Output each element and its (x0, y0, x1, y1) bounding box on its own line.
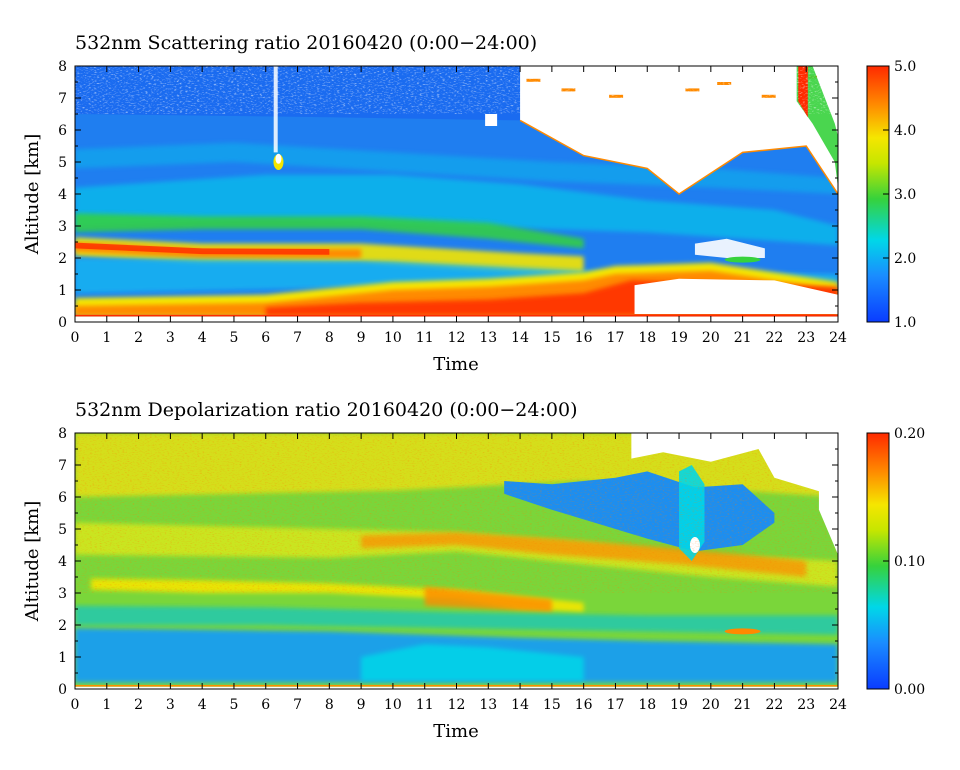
depolarization-heatmap (75, 433, 838, 689)
scattering-axes: 0 1 2 3 4 5 6 7 8 9 10 11 12 13 14 15 16 17 18 19 20 21 22 23 24… (58, 59, 847, 346)
scattering-ylabel: Altitude [km] (22, 134, 43, 256)
scattering-colorbar-label: 2.0 (894, 251, 916, 267)
depolarization-xtick-label: 11 (416, 697, 434, 713)
scattering-xtick-label: 8 (325, 330, 334, 346)
depolarization-colorbar-gradient (867, 433, 889, 689)
depolarization-xtick-label: 16 (575, 697, 593, 713)
depolarization-xtick-label: 24 (829, 697, 847, 713)
scattering-xtick-label: 13 (479, 330, 497, 346)
depolarization-xtick-label: 2 (134, 697, 143, 713)
scattering-ytick-label: 1 (58, 283, 67, 299)
depolarization-xtick-label: 22 (766, 697, 784, 713)
scattering-colorbar-label: 5.0 (894, 59, 916, 75)
depolarization-axes: 0 1 2 3 4 5 6 7 8 9 10 11 12 13 14 15 16 17 18 19 20 21 22 23 24… (58, 426, 847, 713)
scattering-xtick-label: 12 (448, 330, 466, 346)
scattering-attenuated-region (634, 278, 838, 314)
depolarization-xtick-label: 20 (702, 697, 720, 713)
depolarization-xtick-label: 1 (102, 697, 111, 713)
scattering-xtick-label: 20 (702, 330, 720, 346)
depolarization-xtick-label: 13 (479, 697, 497, 713)
scattering-xtick-label: 9 (357, 330, 366, 346)
depolarization-xtick-label: 17 (607, 697, 625, 713)
depolarization-xtick-label: 14 (511, 697, 529, 713)
scattering-xtick-label: 0 (71, 330, 80, 346)
scattering-xtick-label: 23 (797, 330, 815, 346)
scattering-xtick-label: 10 (384, 330, 402, 346)
depolarization-xtick-label: 12 (448, 697, 466, 713)
scattering-xtick-label: 5 (229, 330, 238, 346)
depolarization-xlabel: Time (433, 721, 478, 742)
scattering-heatmap (75, 66, 838, 322)
scattering-ytick-label: 6 (58, 123, 67, 139)
depolarization-ytick-label: 0 (58, 682, 67, 698)
scattering-xtick-label: 2 (134, 330, 143, 346)
depolarization-ytick-label: 3 (58, 586, 67, 602)
depolarization-ytick-label: 6 (58, 490, 67, 506)
scattering-xtick-label: 18 (638, 330, 656, 346)
depolarization-ytick-label: 4 (58, 554, 67, 570)
depolarization-colorbar-label: 0.20 (894, 426, 925, 442)
scattering-colorbar-label: 4.0 (894, 123, 916, 139)
depolarization-colorbar: 0.00 0.10 0.20 (866, 426, 925, 698)
depolarization-xtick-label: 15 (543, 697, 561, 713)
depolarization-ytick-label: 8 (58, 426, 67, 442)
depolarization-xtick-label: 8 (325, 697, 334, 713)
depolarization-colorbar-label: 0.10 (894, 554, 925, 570)
scattering-xtick-label: 3 (166, 330, 175, 346)
scattering-xtick-label: 24 (829, 330, 847, 346)
scattering-xtick-label: 11 (416, 330, 434, 346)
scattering-ytick-label: 0 (58, 315, 67, 331)
scattering-colorbar-label: 1.0 (894, 315, 916, 331)
depolarization-xtick-label: 18 (638, 697, 656, 713)
scattering-ytick-label: 2 (58, 251, 67, 267)
scattering-colorbar-label: 3.0 (894, 187, 916, 203)
scattering-ytick-label: 8 (58, 59, 67, 75)
scattering-xtick-label: 6 (261, 330, 270, 346)
depolarization-xtick-label: 10 (384, 697, 402, 713)
scattering-xlabel: Time (433, 354, 478, 375)
depolarization-ylabel: Altitude [km] (22, 501, 43, 623)
depolarization-xtick-label: 0 (71, 697, 80, 713)
depolarization-xtick-label: 6 (261, 697, 270, 713)
scattering-panel: 532nm Scattering ratio 20160420 (0:00−24… (22, 32, 916, 375)
depolarization-xtick-label: 21 (734, 697, 752, 713)
scattering-xtick-label: 14 (511, 330, 529, 346)
scattering-ytick-label: 7 (58, 91, 67, 107)
scattering-ytick-label: 3 (58, 219, 67, 235)
depolarization-xtick-label: 19 (670, 697, 688, 713)
scattering-ytick-label: 4 (58, 187, 67, 203)
depolarization-xtick-label: 23 (797, 697, 815, 713)
depolarization-ytick-label: 2 (58, 618, 67, 634)
scattering-ytick-label: 5 (58, 155, 67, 171)
scattering-colorbar: 1.0 2.0 3.0 4.0 5.0 (866, 59, 916, 331)
scattering-xtick-label: 22 (766, 330, 784, 346)
scattering-xtick-label: 7 (293, 330, 302, 346)
depolarization-xtick-label: 3 (166, 697, 175, 713)
scattering-xtick-label: 21 (734, 330, 752, 346)
scattering-title: 532nm Scattering ratio 20160420 (0:00−24… (75, 32, 537, 54)
scattering-xtick-label: 1 (102, 330, 111, 346)
depolarization-xtick-label: 4 (198, 697, 207, 713)
scattering-xtick-label: 19 (670, 330, 688, 346)
scattering-xtick-label: 16 (575, 330, 593, 346)
depolarization-ytick-label: 7 (58, 458, 67, 474)
depolarization-title: 532nm Depolarization ratio 20160420 (0:0… (75, 399, 577, 421)
depolarization-colorbar-label: 0.00 (894, 682, 925, 698)
scattering-xtick-label: 17 (607, 330, 625, 346)
depolarization-ytick-label: 1 (58, 650, 67, 666)
scattering-xtick-label: 4 (198, 330, 207, 346)
scattering-xtick-label: 15 (543, 330, 561, 346)
depolarization-ytick-label: 5 (58, 522, 67, 538)
depolarization-xtick-label: 5 (229, 697, 238, 713)
depolarization-panel: 532nm Depolarization ratio 20160420 (0:0… (22, 399, 925, 742)
depolarization-xtick-label: 9 (357, 697, 366, 713)
depolarization-xtick-label: 7 (293, 697, 302, 713)
